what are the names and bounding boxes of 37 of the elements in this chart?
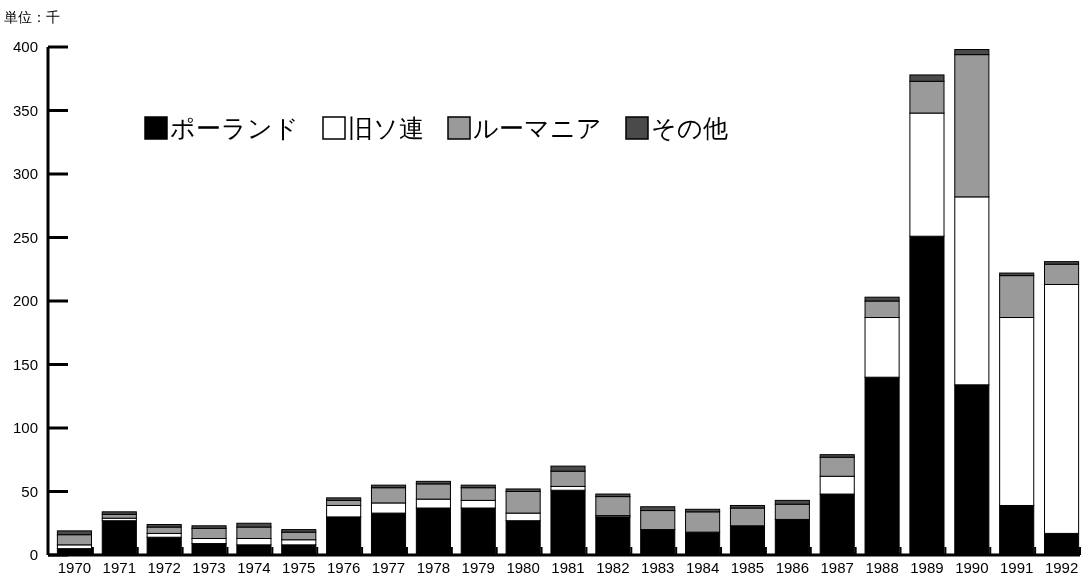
x-tick-label: 1978 [416,559,451,576]
x-tick-label: 1985 [730,559,765,576]
x-tick-label: 1981 [551,559,585,576]
x-tick-label: 1991 [1000,559,1034,576]
y-tick-label: 50 [21,482,38,500]
x-tick-label: 1977 [371,559,406,576]
x-tick-label: 1980 [506,559,540,576]
x-tick-label: 1982 [596,559,630,576]
x-tick-label: 1987 [820,559,854,576]
y-tick-label: 250 [12,228,38,246]
x-tick-label: 1972 [147,559,181,576]
x-tick-label: 1983 [641,559,675,576]
y-tick-label: 350 [12,101,38,119]
x-tick-label: 1990 [955,559,989,576]
x-tick-label: 1986 [775,559,810,576]
x-tick-label: 1973 [192,559,226,576]
x-tick-label: 1976 [326,559,361,576]
legend-label: その他 [651,114,728,142]
x-tick-label: 1992 [1044,559,1079,576]
x-tick-label: 1975 [282,559,316,576]
x-tick-label: 1974 [237,559,271,576]
legend-label: ポーランド [170,114,299,142]
y-tick-label: 300 [12,165,38,182]
x-tick-label: 1989 [910,559,944,576]
y-tick-label: 100 [12,419,38,436]
y-tick-label: 400 [12,38,38,55]
y-tick-label: 150 [12,355,38,373]
y-tick-label: 200 [12,292,38,309]
x-tick-label: 1970 [57,559,92,576]
x-tick-label: 1971 [102,559,136,576]
legend-label: 旧ソ連 [348,114,424,142]
x-tick-label: 1979 [461,559,495,576]
x-tick-label: 1988 [865,559,899,576]
y-tick-label: 0 [29,546,38,563]
legend-label: ルーマニア [473,114,602,142]
y-axis-title: 単位：千 [4,9,60,25]
x-tick-label: 1984 [685,559,720,576]
